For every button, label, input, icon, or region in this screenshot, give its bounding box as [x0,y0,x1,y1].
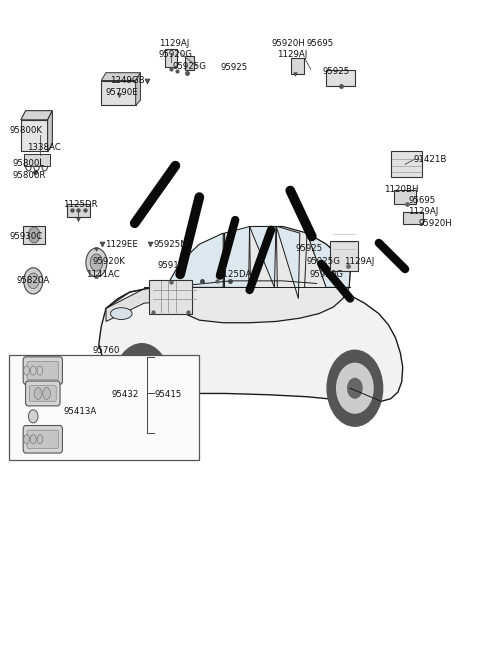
FancyBboxPatch shape [403,212,423,224]
Text: 1125DR: 1125DR [63,201,97,209]
Text: 95413A: 95413A [64,407,97,417]
FancyBboxPatch shape [27,430,59,449]
FancyBboxPatch shape [185,56,194,70]
Circle shape [90,254,103,271]
Text: 1129AJ: 1129AJ [158,39,189,48]
Text: 95930C: 95930C [9,232,43,241]
Text: 95925: 95925 [221,63,248,72]
Polygon shape [101,81,136,106]
Ellipse shape [30,366,36,375]
Text: 95800K: 95800K [9,126,42,134]
Polygon shape [48,111,52,152]
FancyBboxPatch shape [29,386,56,401]
Ellipse shape [43,388,50,400]
Text: 95920H: 95920H [271,39,305,48]
Text: 95920G: 95920G [158,50,192,59]
Polygon shape [307,233,350,287]
Polygon shape [224,226,250,287]
Text: 1249GB: 1249GB [110,76,144,85]
Text: 95800L: 95800L [12,159,45,167]
FancyBboxPatch shape [9,356,199,461]
FancyBboxPatch shape [395,190,416,204]
Ellipse shape [110,308,132,319]
Text: 95910: 95910 [157,261,185,270]
Text: 1338AC: 1338AC [27,144,61,152]
FancyBboxPatch shape [27,361,59,380]
FancyBboxPatch shape [23,357,62,384]
FancyBboxPatch shape [330,241,358,271]
Text: 95925G: 95925G [172,62,206,71]
Circle shape [86,248,107,277]
Text: 95920G: 95920G [310,270,343,279]
Text: 95695: 95695 [306,39,333,48]
Text: 95925G: 95925G [306,256,340,266]
Circle shape [28,410,38,423]
FancyBboxPatch shape [24,226,45,244]
Text: 95820A: 95820A [16,276,49,285]
Text: 1129AJ: 1129AJ [344,256,374,266]
Polygon shape [136,73,141,106]
Ellipse shape [34,388,42,400]
Polygon shape [166,226,350,323]
Circle shape [135,372,149,392]
FancyBboxPatch shape [149,279,192,314]
FancyBboxPatch shape [165,49,177,68]
FancyBboxPatch shape [291,58,304,74]
Ellipse shape [37,366,43,375]
Text: 95432: 95432 [112,390,139,400]
FancyBboxPatch shape [391,152,422,177]
Text: 1129EE: 1129EE [105,239,138,249]
Polygon shape [276,226,300,298]
Ellipse shape [37,435,43,444]
Text: 1129AJ: 1129AJ [408,207,439,216]
Text: 95760: 95760 [93,346,120,355]
Text: 91421B: 91421B [413,155,446,163]
Polygon shape [101,73,141,81]
Polygon shape [99,281,403,401]
Text: 95925: 95925 [295,243,322,253]
Circle shape [348,379,362,398]
Text: 95415: 95415 [155,390,182,400]
Text: 95920H: 95920H [418,218,452,228]
Circle shape [327,350,383,426]
FancyBboxPatch shape [25,381,60,406]
Ellipse shape [24,366,29,375]
Text: 95925M: 95925M [154,239,189,249]
Circle shape [114,344,169,420]
FancyBboxPatch shape [67,203,90,216]
Text: 95920K: 95920K [93,256,125,266]
Polygon shape [166,233,223,287]
Polygon shape [21,120,48,152]
Circle shape [336,363,373,413]
Ellipse shape [24,435,29,444]
Text: 1129AJ: 1129AJ [277,50,308,59]
Polygon shape [106,287,166,321]
FancyBboxPatch shape [326,70,355,86]
FancyBboxPatch shape [23,426,62,453]
Text: 1120BH: 1120BH [384,185,418,194]
Polygon shape [250,226,276,287]
Polygon shape [21,111,52,120]
Text: 95790E: 95790E [105,88,138,97]
Text: 1141AC: 1141AC [86,270,120,279]
Text: 95695: 95695 [408,196,436,205]
Text: 95800R: 95800R [12,171,46,180]
Circle shape [124,357,160,407]
Circle shape [24,268,43,294]
Text: 1125DA: 1125DA [217,270,252,279]
Text: 95925: 95925 [323,67,349,76]
Circle shape [27,273,39,289]
FancyBboxPatch shape [24,154,50,166]
Circle shape [28,227,40,243]
Ellipse shape [30,435,36,444]
